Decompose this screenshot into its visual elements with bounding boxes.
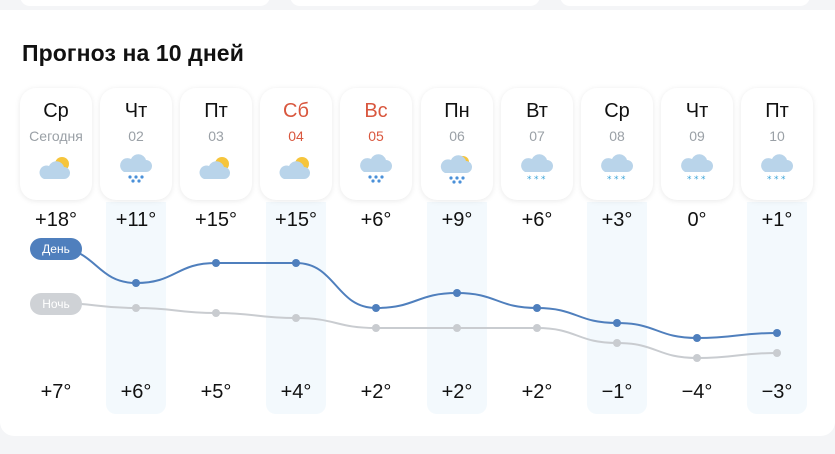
snow-icon: * * * (759, 154, 795, 185)
day-card[interactable]: Пн 06 (421, 88, 493, 200)
svg-text:*: * (687, 175, 692, 184)
day-name: Чт (685, 100, 709, 122)
night-temperature: −3° (761, 381, 793, 403)
day-name: Чт (124, 100, 148, 122)
day-name: Пн (444, 100, 470, 122)
day-temperature: +11° (115, 209, 157, 231)
snow-icon: * * * (519, 154, 555, 185)
day-name: Ср (604, 100, 630, 122)
day-date: 06 (449, 128, 465, 144)
day-name: Сб (283, 100, 309, 122)
rain-icon (118, 154, 154, 184)
day-card[interactable]: Вт 07 * * * (501, 88, 573, 200)
day-date: Сегодня (29, 128, 83, 144)
night-label: Ночь (30, 293, 82, 315)
day-name: Пт (765, 100, 789, 122)
day-temperature: +15° (195, 209, 237, 231)
rain-icon (358, 154, 394, 184)
svg-text:*: * (701, 175, 706, 184)
day-date: 04 (288, 128, 304, 144)
top-card[interactable] (560, 0, 810, 6)
day-temperature: +1° (761, 209, 793, 231)
day-date: 08 (609, 128, 625, 144)
svg-text:*: * (607, 175, 612, 184)
day-card[interactable]: Ср 08 * * * (581, 88, 653, 200)
day-name: Вт (526, 100, 548, 122)
day-name: Пт (204, 100, 228, 122)
svg-text:*: * (781, 175, 786, 184)
snow-icon: * * * (599, 154, 635, 185)
day-card[interactable]: Ср Сегодня (20, 88, 92, 200)
page-background (0, 436, 835, 454)
snow-icon: * * * (679, 154, 715, 185)
partly-cloudy-icon (278, 154, 314, 184)
svg-text:*: * (774, 175, 779, 184)
day-temperature: +6° (521, 209, 553, 231)
day-date: 05 (368, 128, 384, 144)
day-date: 03 (208, 128, 224, 144)
day-card[interactable]: Чт 02 (100, 88, 172, 200)
day-temperature: +3° (601, 209, 633, 231)
day-temperature: +9° (441, 209, 473, 231)
partly-cloudy-icon (198, 154, 234, 184)
svg-text:*: * (541, 175, 546, 184)
night-temperature: +2° (360, 381, 392, 403)
day-temperature: 0° (687, 209, 707, 231)
svg-text:*: * (534, 175, 539, 184)
day-card[interactable]: Вс 05 (340, 88, 412, 200)
day-temperature: +6° (360, 209, 392, 231)
svg-text:*: * (621, 175, 626, 184)
day-date: 02 (128, 128, 144, 144)
day-label: День (30, 238, 82, 260)
day-date: 10 (769, 128, 785, 144)
night-temperature: +6° (120, 381, 152, 403)
day-date: 07 (529, 128, 545, 144)
partly-cloudy-icon (38, 154, 74, 184)
day-card[interactable]: Чт 09 * * * (661, 88, 733, 200)
day-temperature: +15° (275, 209, 317, 231)
night-temperature: +7° (40, 381, 72, 403)
day-date: 09 (689, 128, 705, 144)
night-temperature: −1° (601, 381, 633, 403)
day-card[interactable]: Сб 04 (260, 88, 332, 200)
svg-text:*: * (767, 175, 772, 184)
svg-text:*: * (527, 175, 532, 184)
day-card[interactable]: Пт 03 (180, 88, 252, 200)
night-temperature: +5° (200, 381, 232, 403)
day-name: Ср (43, 100, 69, 122)
sun-rain-icon (439, 154, 475, 184)
top-card[interactable] (20, 0, 270, 6)
night-temperature: +2° (521, 381, 553, 403)
night-temperature: +2° (441, 381, 473, 403)
svg-text:*: * (694, 175, 699, 184)
night-temperature: −4° (681, 381, 713, 403)
day-name: Вс (364, 100, 388, 122)
top-strip (0, 0, 835, 10)
day-card[interactable]: Пт 10 * * * (741, 88, 813, 200)
day-temperature: +18° (35, 209, 77, 231)
top-card[interactable] (290, 0, 540, 6)
svg-text:*: * (614, 175, 619, 184)
night-temperature: +4° (280, 381, 312, 403)
forecast-title: Прогноз на 10 дней (22, 40, 244, 66)
